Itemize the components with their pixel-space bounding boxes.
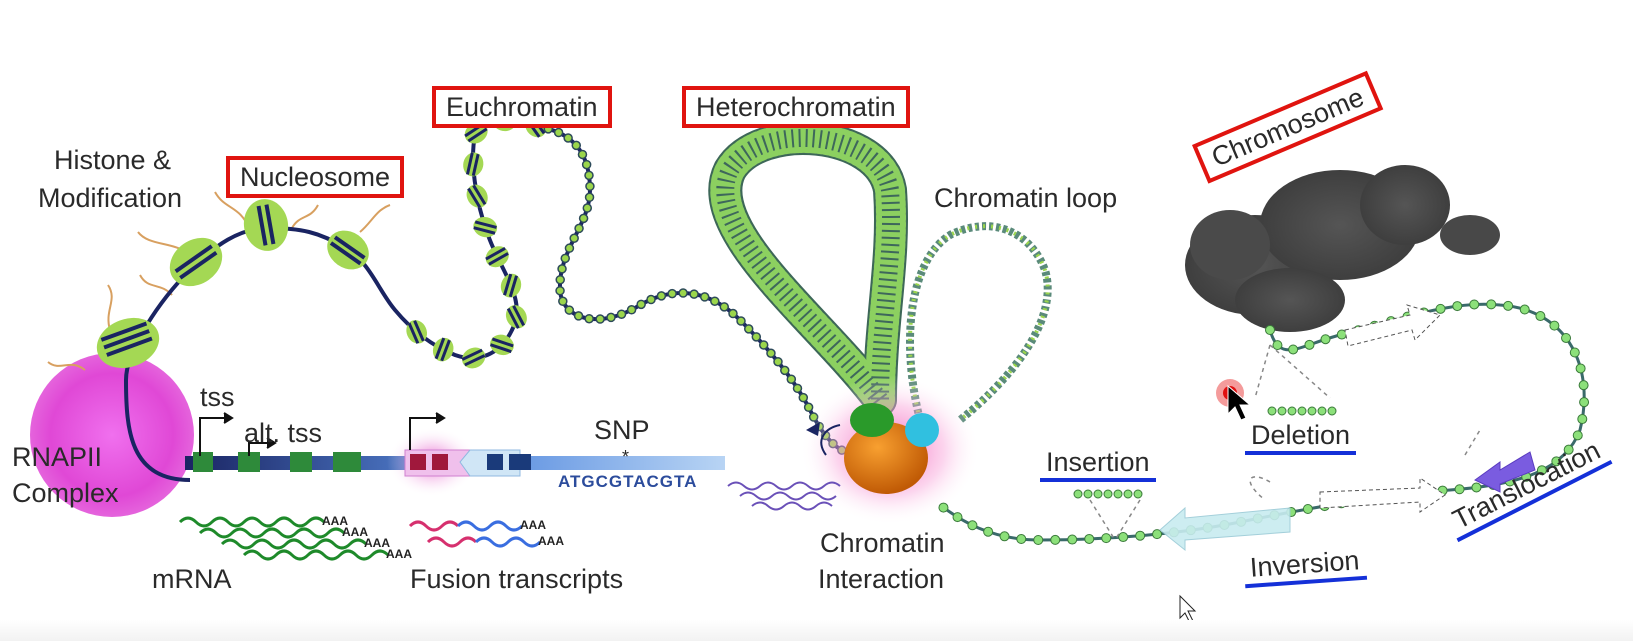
chromatin-interaction-label-1: Chromatin [820,528,945,558]
polya-1: AAA [322,514,348,528]
rnapii-complex-shape [30,353,194,517]
histone-label: Histone & [54,145,172,175]
chromatin-loop-label: Chromatin loop [934,183,1118,213]
polya-5: AAA [520,518,546,532]
snp-label: SNP [594,415,650,445]
dna-sequence: ATGCGTACGTA [558,472,698,491]
polya-6: AAA [538,534,564,548]
anchor-orange [844,422,928,494]
fusion-transcripts-label: Fusion transcripts [410,564,624,594]
histone-tails [47,191,391,371]
fusion-gene [404,449,531,477]
small-bead-rows [1073,406,1337,499]
modification-label: Modification [38,183,183,213]
dashed-arrow-right [1319,477,1446,513]
tss-label: tss [200,382,235,412]
nucleosome-label: Nucleosome [226,156,405,198]
chromosome-shape [1185,165,1500,332]
anchor-green [850,403,894,437]
rnapii-label-1: RNAPII [12,442,103,472]
mouse-pointer-outline [1179,594,1197,624]
heterochromatin-loop [708,121,909,417]
deletion-label: Deletion [1245,419,1357,455]
snp-marker: * [622,447,630,467]
sv-dashed-guides [1089,344,1481,541]
heterochromatin-label: Heterochromatin [682,86,910,128]
polya-3: AAA [364,536,390,550]
rnapii-label-2: Complex [12,478,119,508]
bottom-fade-strip [0,620,1633,641]
anchor-cyan [905,413,939,447]
nucleosomes [96,199,369,369]
insertion-label: Insertion [1040,446,1156,482]
mrna-label: mRNA [152,564,232,594]
alt-tss-label: alt. tss [244,418,323,448]
fusion-transcript-waves [408,520,542,548]
dashed-arrow-top [1344,304,1441,347]
polya-2: AAA [342,525,368,539]
mouse-cursor-icon [1227,384,1252,421]
tss-arrow-icon [199,412,446,456]
chromatin-fiber-beads [543,124,857,459]
chromatin-interaction-label-2: Interaction [818,564,945,594]
small-nucleosomes [406,110,547,369]
interaction-transcripts [727,481,841,511]
exons [193,452,361,472]
polya-4: AAA [386,547,412,561]
translocation-arrow [1474,451,1536,493]
mrna-waves [178,516,390,561]
inversion-arrow [1159,506,1291,552]
euchromatin-label: Euchromatin [432,86,612,128]
